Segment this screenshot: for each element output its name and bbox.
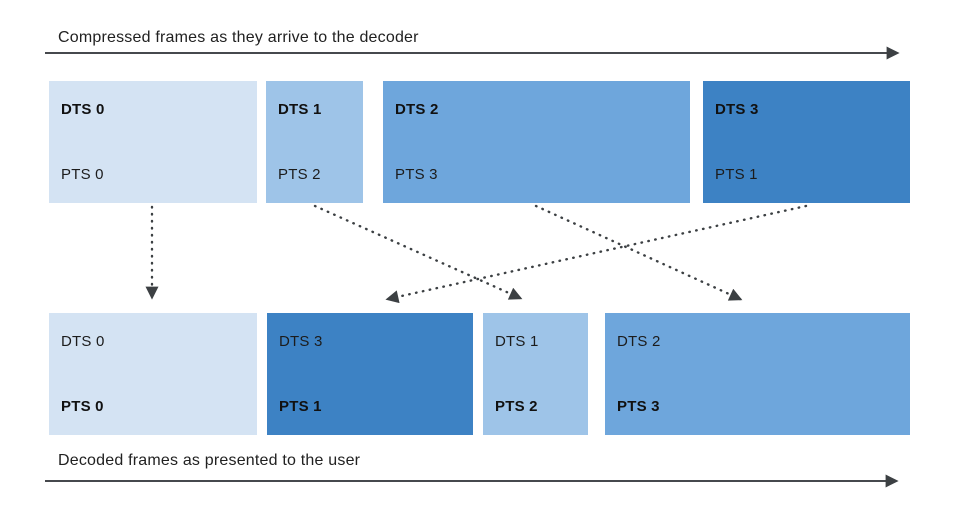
frame-top-dts1: DTS 1 PTS 2 <box>266 81 363 203</box>
pts-label: PTS 1 <box>715 166 758 183</box>
decoded-frames-label: Decoded frames as presented to the user <box>58 452 361 469</box>
pts-label: PTS 2 <box>278 166 321 183</box>
pts-label: PTS 0 <box>61 166 104 183</box>
dts-label: DTS 1 <box>278 101 322 118</box>
dts-label: DTS 0 <box>61 333 105 350</box>
frame-bottom-pts3: DTS 2 PTS 3 <box>605 313 910 435</box>
pts-label: PTS 1 <box>279 398 322 415</box>
frame-top-dts2: DTS 2 PTS 3 <box>383 81 690 203</box>
pts-label: PTS 2 <box>495 398 538 415</box>
pts-label: PTS 3 <box>617 398 660 415</box>
frame-bottom-pts2: DTS 1 PTS 2 <box>483 313 588 435</box>
dts-label: DTS 2 <box>617 333 661 350</box>
pts-label: PTS 3 <box>395 166 438 183</box>
reorder-arrow-pts1 <box>385 204 808 304</box>
compressed-frames-label: Compressed frames as they arrive to the … <box>58 29 419 46</box>
dts-label: DTS 3 <box>715 101 759 118</box>
frame-top-dts3: DTS 3 PTS 1 <box>703 81 910 203</box>
dts-label: DTS 3 <box>279 333 323 350</box>
frame-bottom-pts1: DTS 3 PTS 1 <box>267 313 473 435</box>
dts-label: DTS 0 <box>61 101 105 118</box>
dts-label: DTS 1 <box>495 333 539 350</box>
pts-label: PTS 0 <box>61 398 104 415</box>
frame-bottom-pts0: DTS 0 PTS 0 <box>49 313 257 435</box>
frame-top-dts0: DTS 0 PTS 0 <box>49 81 257 203</box>
reorder-arrow-pts3 <box>534 204 743 301</box>
dts-label: DTS 2 <box>395 101 439 118</box>
reorder-arrow-pts2 <box>313 204 523 300</box>
